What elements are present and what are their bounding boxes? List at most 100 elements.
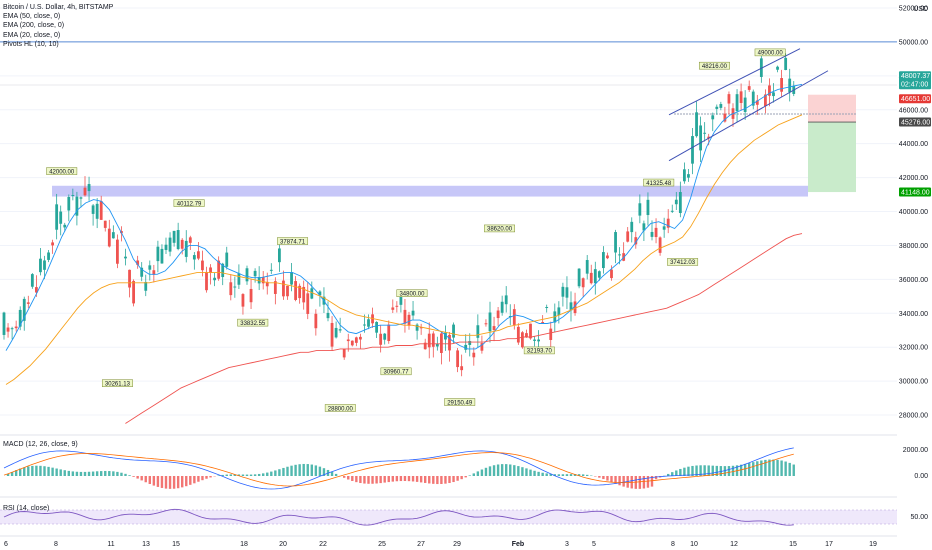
candle-down	[205, 271, 208, 291]
macd-histogram-bar	[715, 465, 718, 476]
candle-up	[233, 286, 237, 288]
candle-up	[488, 312, 492, 332]
candle-down	[403, 309, 407, 324]
candle-down	[707, 136, 711, 139]
macd-histogram-bar	[35, 465, 38, 476]
candle-up	[508, 316, 512, 318]
macd-histogram-bar	[71, 471, 75, 476]
candle-up	[751, 91, 755, 106]
pivot-label: 33832.55	[240, 321, 266, 327]
candle-down	[387, 324, 391, 342]
candle-up	[537, 339, 540, 342]
macd-histogram-bar	[403, 476, 407, 482]
time-tick-label: 12	[730, 541, 738, 548]
macd-histogram-bar	[533, 470, 536, 476]
time-tick-label: 20	[279, 541, 287, 548]
candle-down	[764, 94, 767, 107]
macd-histogram-bar	[703, 465, 706, 476]
candle-up	[703, 132, 707, 134]
macd-histogram-bar	[290, 465, 293, 476]
candle-down	[448, 334, 451, 351]
macd-histogram-bar	[359, 476, 362, 484]
legend-ema50[interactable]: EMA (50, close, 0)	[3, 13, 61, 21]
macd-histogram-bar	[492, 465, 496, 476]
macd-histogram-bar	[136, 476, 139, 479]
legend-ema200[interactable]: EMA (200, close, 0)	[3, 22, 65, 30]
rsi-band	[0, 510, 897, 524]
macd-histogram-bar	[51, 467, 54, 476]
time-tick-label: 17	[825, 541, 833, 548]
macd-histogram-bar	[569, 474, 573, 476]
candle-up	[687, 174, 690, 178]
stop-loss-box	[808, 94, 856, 123]
candle-up	[662, 226, 666, 230]
candle-down	[217, 260, 221, 279]
time-axis[interactable]: 6 8 11 13 15 18 20 22 25 27 29 Feb 3 5 8 10 12 15 17 19	[4, 541, 877, 548]
candle-up	[569, 302, 573, 311]
macd-histogram-bar	[274, 470, 277, 476]
macd-histogram-bar	[505, 464, 508, 476]
candle-down	[606, 255, 609, 259]
zones-layer	[0, 41, 897, 197]
legend-pivots[interactable]: Pivots HL (10, 10)	[3, 40, 59, 48]
candle-down	[472, 352, 476, 358]
rsi-line	[3, 508, 794, 526]
candle-down	[727, 94, 731, 104]
macd-histogram-bar	[310, 464, 313, 476]
candle-up	[184, 240, 188, 257]
price-tick-label: 32000.00	[899, 345, 928, 352]
candle-down	[241, 294, 245, 307]
chart-legend: Bitcoin / U.S. Dollar, 4h, BITSTAMP EMA …	[3, 3, 113, 49]
support-zone	[52, 185, 808, 197]
macd-histogram-bar	[95, 471, 99, 476]
macd-histogram-bar	[419, 476, 423, 483]
rsi-pane: RSI (14, close)	[0, 505, 897, 526]
pivot-label: 48216.00	[702, 64, 728, 70]
macd-histogram-bar	[399, 476, 403, 482]
candle-up	[164, 244, 168, 250]
macd-histogram-bar	[436, 476, 439, 485]
candle-up	[630, 221, 634, 233]
macd-histogram-bar	[553, 474, 556, 476]
candle-down	[460, 366, 464, 371]
candle-down	[273, 281, 277, 294]
candle-down	[529, 323, 532, 339]
legend-ema20[interactable]: EMA (20, close, 0)	[3, 31, 61, 39]
macd-histogram-bar	[209, 476, 212, 478]
candle-down	[14, 326, 18, 329]
candle-up	[168, 237, 172, 252]
macd-histogram-bar	[189, 476, 192, 485]
macd-histogram-bar	[415, 476, 419, 482]
pivot-label-box	[46, 167, 78, 175]
macd-histogram-bar	[205, 476, 208, 479]
macd-histogram-bar	[517, 466, 520, 476]
macd-histogram-bar	[31, 465, 34, 476]
pivot-label: 37412.03	[670, 260, 696, 266]
macd-histogram-bar	[6, 473, 10, 476]
macd-histogram-bar	[428, 476, 431, 484]
macd-histogram-bar	[699, 465, 702, 476]
macd-histogram-bar	[391, 476, 394, 482]
candle-down	[755, 100, 759, 105]
candle-up	[585, 260, 589, 274]
candle-down	[35, 287, 38, 293]
candle-down	[747, 86, 751, 90]
candle-up	[557, 307, 561, 316]
macd-histogram-bar	[124, 473, 127, 476]
candle-up	[719, 104, 723, 108]
macd-histogram-bar	[108, 471, 111, 476]
macd-histogram-bar	[432, 476, 435, 484]
price-badge-label: 45276.00	[901, 119, 930, 126]
candle-up	[71, 195, 75, 197]
macd-histogram-bar	[59, 469, 62, 476]
macd-histogram-bar	[723, 466, 727, 476]
candle-up	[269, 269, 273, 271]
take-profit-box	[808, 122, 856, 193]
pivot-label-box	[523, 346, 555, 355]
currency-label: USD	[913, 6, 928, 13]
price-axis[interactable]: USD52000.0050000.0048000.0046000.0044000…	[897, 0, 932, 550]
candle-down	[342, 348, 346, 358]
macd-histogram-bar	[424, 476, 427, 483]
macd-histogram-bar	[650, 476, 654, 487]
